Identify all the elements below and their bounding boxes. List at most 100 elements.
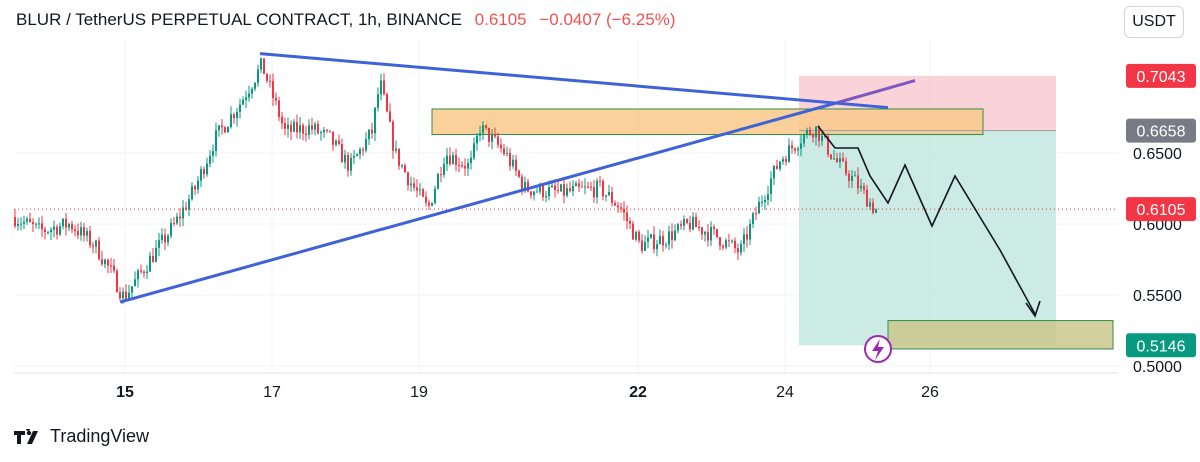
candle-body [296,122,298,133]
candle-body [158,240,160,248]
candle-body [134,279,136,287]
candle-body [482,125,484,134]
symbol-title[interactable]: BLUR / TetherUS PERPETUAL CONTRACT, 1h, … [16,10,462,29]
candle-body [620,207,622,209]
candle-body [560,184,562,192]
candle-body [86,230,88,236]
candle-body [317,123,319,134]
candle-body [728,240,730,242]
candle-body [542,184,544,198]
candle-body [656,244,658,250]
last-price-label-text: 0.6105 [1137,202,1186,219]
candle-body [398,148,400,166]
candle-body [83,227,85,236]
candle-body [851,175,853,181]
candle-body [155,247,157,262]
candle-body [548,187,550,197]
candle-body [599,180,601,182]
profit-zone [799,130,1056,346]
candle-body [209,155,211,164]
candle-body [842,158,844,162]
candle-body [635,231,637,240]
brand-name[interactable]: TradingView [50,426,150,446]
candle-body [497,136,499,145]
candle-body [188,199,190,210]
candle-body [242,99,244,105]
candle-body [608,192,610,196]
candle-body [434,188,436,203]
time-tick-label: 19 [410,384,428,401]
candle-body [449,155,451,165]
candle-body [626,212,628,222]
candle-body [533,191,535,196]
candle-body [470,157,472,164]
candle-body [266,73,268,81]
candle-body [614,202,616,206]
candle-body [254,82,256,89]
candle-body [227,127,229,133]
candle-body [653,234,655,250]
candle-body [872,202,874,213]
candle-body [752,213,754,224]
candle-body [725,240,727,248]
candle-body [140,270,142,272]
projection-arrowhead [1025,300,1041,318]
candle-body [107,259,109,266]
candle-body [467,163,469,169]
candle-body [239,104,241,112]
candle-body [347,154,349,171]
candle-body [425,196,427,203]
candle-body [68,223,70,228]
upper-trendline [259,52,889,110]
candle-body [161,234,163,241]
candle-body [833,158,835,160]
candle-body [359,149,361,155]
candle-body [272,80,274,98]
candle-body [197,180,199,190]
candle-body [704,231,706,235]
currency-button[interactable]: USDT [1124,6,1184,38]
candle-body [431,202,433,206]
candle-body [323,129,325,133]
candle-body [404,165,406,173]
candle-body [809,130,811,135]
candle-body [695,216,697,228]
candle-body [518,170,520,177]
candle-body [821,135,823,142]
candle-body [512,159,514,167]
candle-body [338,140,340,144]
candle-body [305,133,307,135]
candle-body [776,165,778,169]
candle-body [464,165,466,169]
candle-body [749,223,751,240]
candle-body [437,174,439,189]
candle-body [584,186,586,188]
candle-body [815,126,817,138]
candle-body [308,125,310,135]
candle-body [839,158,841,162]
price-axis: 15 17 19 22 24 26 0.6500 0.6000 0.5500 0.5000 0.70… [116,63,1196,401]
candle-body [170,223,172,236]
candle-body [473,143,475,158]
candle-body [461,165,463,167]
candle-body [524,182,526,190]
candle-body [290,124,292,132]
candle-body [617,205,619,208]
candle-body [212,151,214,156]
candle-body [761,201,763,203]
candle-body [38,223,40,225]
candle-body [386,93,388,112]
candle-body [173,223,175,225]
entry-label-text: 0.6658 [1137,124,1186,141]
candle-body [287,124,289,129]
candle-body [446,155,448,165]
candle-body [302,125,304,134]
candle-body [836,158,838,162]
candle-body [248,93,250,98]
tradingview-logo-icon [14,428,38,444]
candle-body [530,191,532,196]
candle-body [566,188,568,196]
candle-body [182,207,184,219]
